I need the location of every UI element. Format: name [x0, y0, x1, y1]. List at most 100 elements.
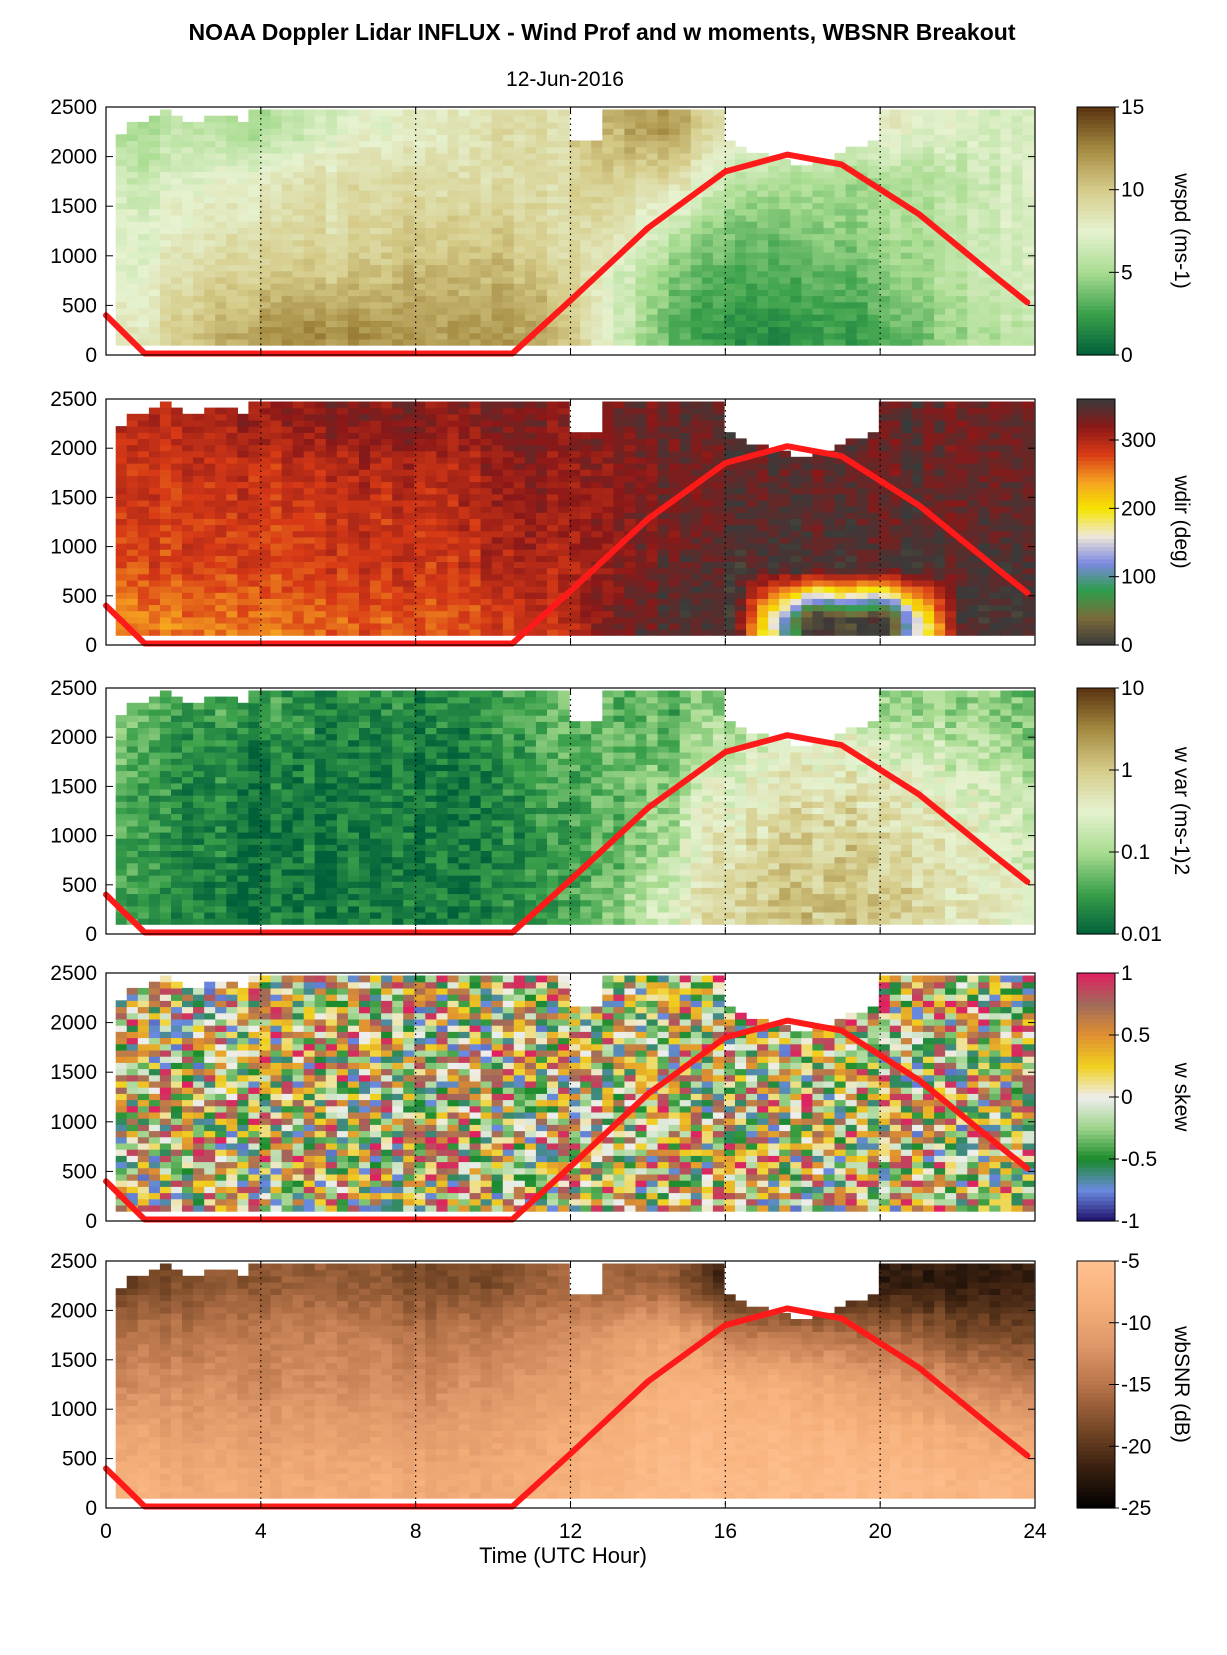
- wdir-cell: [381, 506, 393, 513]
- wdir-cell: [447, 456, 460, 464]
- wdir-cell: [248, 506, 261, 513]
- wdir-cell: [193, 419, 205, 427]
- wspd-cell: [580, 196, 592, 204]
- wspd-cell: [148, 152, 161, 160]
- wspd-cell: [182, 227, 194, 235]
- wspd-cell: [724, 301, 736, 309]
- wspd-cell: [834, 245, 847, 253]
- wspd-cell: [757, 252, 769, 259]
- wdir-cell: [635, 469, 648, 476]
- wspd-cell: [878, 134, 891, 142]
- wdir-cell: [414, 586, 426, 593]
- wspd-cell: [458, 146, 471, 154]
- wdir-cell: [580, 475, 592, 483]
- wspd-cell: [292, 258, 305, 266]
- wdir-cell: [115, 561, 128, 569]
- wspd-cell: [1000, 252, 1013, 259]
- wdir-cell: [657, 622, 670, 630]
- wdir-cell: [336, 444, 349, 452]
- wspd-cell: [1022, 338, 1035, 346]
- wspd-cell: [447, 295, 460, 303]
- wspd-cell: [248, 208, 261, 216]
- wdir-cell: [469, 561, 482, 569]
- wspd-cell: [115, 214, 128, 222]
- wspd-cell: [248, 152, 261, 160]
- wspd-cell: [204, 338, 216, 346]
- wdir-cell: [259, 407, 272, 415]
- wspd-cell: [115, 264, 128, 272]
- wspd-cell: [912, 146, 924, 154]
- wspd-cell: [381, 332, 393, 340]
- wspd-cell: [325, 134, 338, 142]
- wspd-cell: [690, 177, 703, 185]
- wspd-cell: [569, 208, 581, 216]
- wspd-cell: [823, 270, 836, 278]
- wspd-cell: [690, 202, 703, 210]
- wspd-cell: [381, 165, 393, 173]
- wspd-cell: [226, 196, 238, 204]
- wspd-cell: [469, 121, 482, 129]
- wspd-cell: [325, 152, 338, 160]
- wdir-cell: [513, 512, 526, 519]
- wspd-cell: [735, 332, 747, 340]
- wspd-cell: [735, 183, 747, 191]
- wspd-cell: [989, 320, 1002, 328]
- wspd-cell: [469, 214, 482, 222]
- wdir-cell: [204, 604, 216, 612]
- wspd-cell: [591, 202, 603, 210]
- wspd-cell: [834, 214, 847, 222]
- wdir-cell: [137, 592, 150, 599]
- wspd-cell: [447, 314, 460, 321]
- wspd-cell: [591, 295, 603, 303]
- wdir-cell: [635, 598, 648, 606]
- wdir-cell: [491, 579, 504, 587]
- wspd-cell: [204, 320, 216, 328]
- wspd-cell: [270, 276, 283, 284]
- wdir-cell: [281, 573, 294, 581]
- wdir-cell: [381, 579, 393, 587]
- wdir-cell: [524, 487, 537, 495]
- wdir-cell: [403, 413, 415, 421]
- wdir-cell: [314, 493, 327, 501]
- wdir-cell: [580, 469, 592, 476]
- wspd-cell: [823, 326, 836, 334]
- wspd-cell: [392, 283, 404, 290]
- wdir-cell: [436, 616, 449, 624]
- wspd-cell: [657, 128, 670, 135]
- wspd-cell: [370, 307, 382, 315]
- wdir-cell: [392, 469, 404, 476]
- wspd-cell: [458, 196, 471, 204]
- wspd-cell: [204, 301, 216, 309]
- wspd-cell: [480, 115, 493, 123]
- wspd-cell: [535, 258, 548, 266]
- wspd-cell: [215, 307, 227, 315]
- wspd-cell: [690, 283, 703, 290]
- wspd-cell: [425, 264, 437, 272]
- wspd-cell: [757, 196, 769, 204]
- wdir-cell: [436, 604, 449, 612]
- wdir-cell: [469, 555, 482, 562]
- wspd-cell: [547, 190, 559, 197]
- wspd-cell: [967, 326, 979, 334]
- wspd-cell: [347, 338, 360, 346]
- wspd-cell: [193, 307, 205, 315]
- wspd-cell: [580, 326, 592, 334]
- wspd-cell: [856, 196, 869, 204]
- wdir-cell: [336, 610, 349, 618]
- wspd-cell: [392, 295, 404, 303]
- wspd-cell: [359, 320, 371, 328]
- wdir-cell: [513, 536, 526, 544]
- wdir-cell: [248, 518, 261, 526]
- wspd-cell: [624, 295, 637, 303]
- wdir-cell: [314, 450, 327, 458]
- wdir-cell: [237, 586, 249, 593]
- wdir-cell: [591, 616, 603, 624]
- wspd-cell: [215, 227, 227, 235]
- wdir-cell: [580, 610, 592, 618]
- wdir-cell: [215, 493, 227, 501]
- wspd-cell: [602, 152, 614, 160]
- wdir-cell: [259, 604, 272, 612]
- wspd-cell: [746, 264, 758, 272]
- wspd-cell: [867, 314, 880, 321]
- wdir-cell: [215, 598, 227, 606]
